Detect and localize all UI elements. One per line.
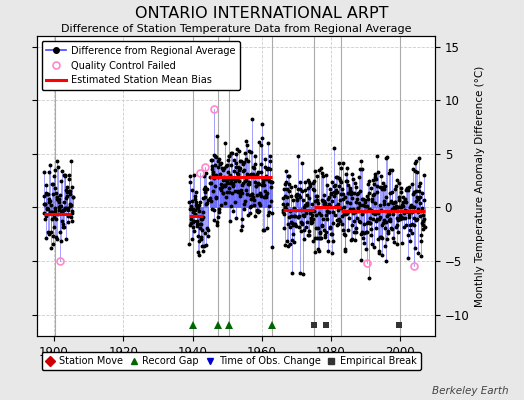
Text: Berkeley Earth: Berkeley Earth <box>432 386 508 396</box>
Y-axis label: Monthly Temperature Anomaly Difference (°C): Monthly Temperature Anomaly Difference (… <box>475 65 485 307</box>
Title: Difference of Station Temperature Data from Regional Average: Difference of Station Temperature Data f… <box>61 24 411 34</box>
Legend: Station Move, Record Gap, Time of Obs. Change, Empirical Break: Station Move, Record Gap, Time of Obs. C… <box>41 352 421 370</box>
Text: ONTARIO INTERNATIONAL ARPT: ONTARIO INTERNATIONAL ARPT <box>135 6 389 21</box>
